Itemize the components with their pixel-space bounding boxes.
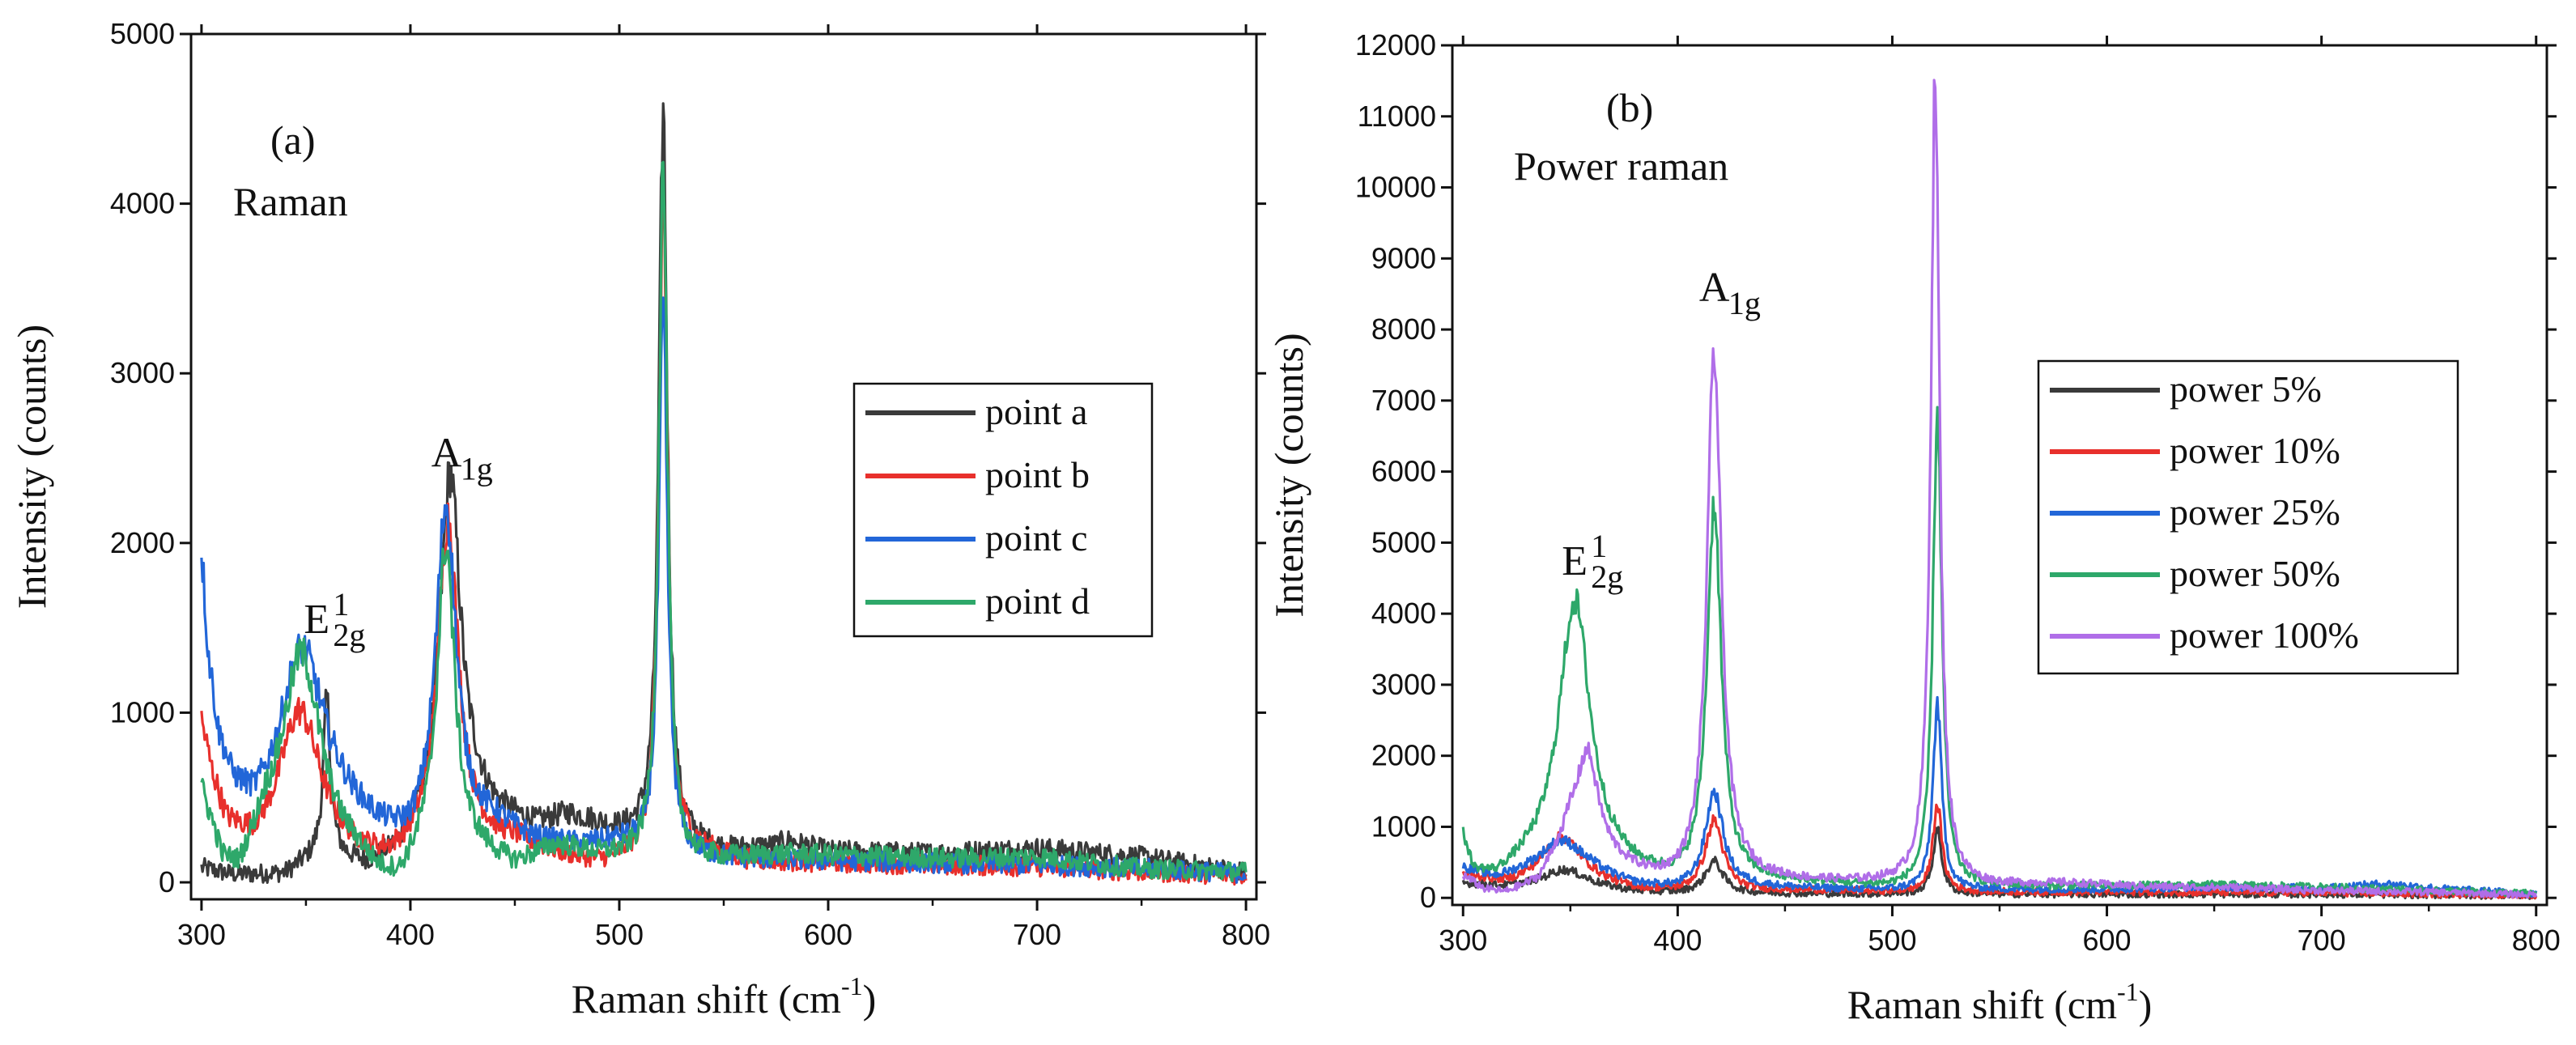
y-tick-label: 7000 (1371, 384, 1436, 417)
y-tick-label: 0 (1420, 881, 1436, 914)
series-line-power-5- (1461, 826, 2538, 900)
legend-box (2037, 359, 2459, 675)
legend-item: power 25% (2050, 491, 2340, 533)
legend-item: power 50% (2050, 553, 2340, 594)
y-tick-label: 5000 (1371, 525, 1436, 559)
peak-annotation-e2g: E 12g (1562, 528, 1623, 595)
annotation-main: A (431, 431, 462, 477)
y-tick-label: 2000 (1371, 739, 1436, 772)
x-tick-label: 400 (1653, 924, 1702, 957)
y-tick-label: 4000 (1371, 597, 1436, 630)
panel-label: (a) (270, 117, 316, 163)
x-tick-label: 700 (1013, 918, 1061, 951)
legend-item: power 5% (2050, 368, 2322, 410)
x-tick-label: 800 (2512, 924, 2561, 957)
x-axis-label: Raman shift (cm-1) (572, 971, 877, 1022)
legend-box (852, 382, 1154, 638)
annotation-main: A (1699, 265, 1730, 311)
y-tick-label: 6000 (1371, 455, 1436, 488)
series-group (200, 102, 1248, 886)
y-axis-label: Intensity (counts) (9, 325, 54, 609)
x-tick-label: 700 (2298, 924, 2346, 957)
legend-label: power 100% (2170, 614, 2359, 656)
legend-item: power 10% (2050, 430, 2340, 471)
x-tick-label: 300 (177, 918, 226, 951)
y-tick-label: 8000 (1371, 312, 1436, 346)
legend-item: power 100% (2050, 614, 2359, 656)
legend-label: power 10% (2170, 430, 2340, 471)
annotation-main: E (1562, 538, 1588, 584)
legend-label: power 25% (2170, 491, 2340, 533)
y-tick-label: 1000 (110, 695, 175, 729)
legend-item: point a (865, 391, 1087, 432)
series-line-power-100- (1461, 79, 2538, 899)
legend-label: power 5% (2170, 368, 2322, 410)
peak-annotation-a1g: A1g (431, 431, 493, 487)
legend-label: point c (985, 517, 1087, 559)
series-line-power-25- (1461, 695, 2538, 898)
y-tick-label: 0 (159, 865, 175, 898)
y-tick-label: 4000 (110, 187, 175, 220)
panel-title: Raman (233, 179, 348, 224)
x-tick-label: 500 (595, 918, 644, 951)
annotation-sup: 1 (333, 586, 349, 622)
x-tick-label: 800 (1222, 918, 1270, 951)
legend-label: power 50% (2170, 553, 2340, 594)
annotation-sub: 1g (461, 451, 493, 487)
y-tick-label: 11000 (1358, 100, 1436, 133)
annotation-sub: 1g (1728, 285, 1761, 321)
legend-item: point b (865, 454, 1090, 495)
x-tick-label: 400 (386, 918, 435, 951)
peak-annotation-a1g: A1g (1699, 265, 1761, 321)
legend-label: point a (985, 391, 1087, 432)
series-group (1461, 79, 2538, 900)
y-tick-label: 10000 (1355, 171, 1436, 204)
peak-annotation-e2g: E 12g (304, 586, 365, 653)
y-tick-label: 3000 (1371, 668, 1436, 701)
x-axis-label: Raman shift (cm-1) (1847, 977, 2153, 1027)
legend: point a point b point c point d (852, 382, 1154, 638)
legend-label: point b (985, 454, 1090, 495)
y-axis-label: Intensity (counts) (1266, 333, 1311, 617)
series-line-point-a (200, 102, 1248, 884)
series-line-point-d (200, 160, 1248, 883)
x-tick-label: 600 (2083, 924, 2132, 957)
chart-panel-a: 300 400 500 600 700 800 0 1000 2000 3000 4000 5000 R… (9, 17, 1270, 1022)
y-tick-label: 2000 (110, 526, 175, 559)
x-tick-label: 300 (1439, 924, 1487, 957)
y-tick-label: 9000 (1371, 241, 1436, 274)
panel-title: Power raman (1514, 143, 1728, 189)
x-tick-label: 500 (1868, 924, 1916, 957)
y-tick-label: 12000 (1355, 28, 1436, 62)
legend-label: point d (985, 580, 1090, 622)
y-tick-label: 3000 (110, 356, 175, 389)
legend-item: point d (865, 580, 1090, 622)
chart-panel-b: 300 400 500 600 700 8000100020003000400050006… (1266, 28, 2561, 1027)
annotation-sup: 1 (1591, 528, 1607, 564)
annotation-main: E (304, 597, 329, 643)
legend: power 5% power 10% power 25% power 50% power… (2037, 359, 2459, 675)
annotation-sub: 2g (1591, 559, 1623, 595)
y-tick-label: 1000 (1371, 809, 1436, 843)
annotation-sub: 2g (333, 617, 365, 653)
x-tick-label: 600 (804, 918, 852, 951)
legend-item: point c (865, 517, 1087, 559)
y-tick-label: 5000 (110, 17, 175, 50)
panel-label: (b) (1606, 85, 1653, 130)
